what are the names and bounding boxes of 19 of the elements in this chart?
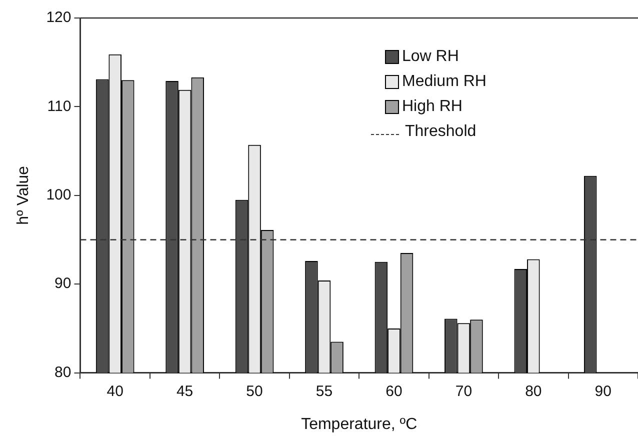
legend-label: Threshold — [405, 122, 476, 140]
y-axis-title: hº Value — [15, 166, 32, 225]
x-tick-label: 55 — [316, 382, 333, 400]
y-tick-label: 80 — [54, 364, 72, 381]
x-tick-label: 45 — [176, 382, 194, 400]
y-tick-label: 90 — [54, 275, 72, 292]
x-tick-label: 80 — [525, 382, 542, 400]
x-tick-label: 60 — [386, 382, 402, 400]
y-tick-label: 110 — [47, 98, 72, 115]
legend-label: Low RH — [402, 48, 459, 66]
x-axis-title: Temperature, ºC — [301, 416, 418, 433]
x-tick-label: 90 — [594, 382, 612, 400]
legend-label: High RH — [402, 98, 462, 116]
y-tick-label: 100 — [46, 186, 72, 204]
y-tick-label: 120 — [46, 9, 72, 26]
legend-label: Medium RH — [402, 72, 486, 90]
x-tick-label: 70 — [455, 382, 472, 400]
x-tick-label: 40 — [106, 382, 124, 400]
x-tick-label: 50 — [246, 382, 263, 400]
